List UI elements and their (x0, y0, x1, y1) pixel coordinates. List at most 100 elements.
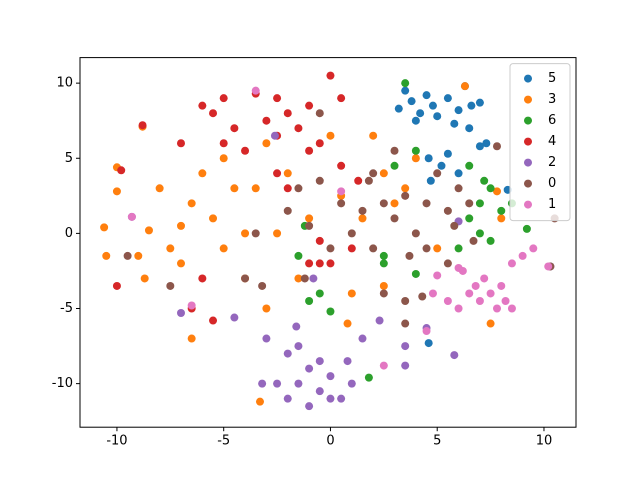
point (369, 169, 378, 178)
legend-label: 6 (548, 113, 556, 128)
point (390, 146, 399, 155)
point (443, 206, 452, 215)
point (492, 187, 501, 196)
point (424, 154, 433, 163)
point (401, 184, 410, 193)
point (358, 334, 367, 343)
point (443, 259, 452, 268)
point (230, 184, 239, 193)
point (358, 206, 367, 215)
point (411, 116, 420, 125)
point (450, 221, 459, 230)
point (315, 176, 324, 185)
point (326, 259, 335, 268)
point (465, 214, 474, 223)
y-tick-label: 5 (65, 151, 73, 166)
point (326, 372, 335, 381)
point (394, 104, 403, 113)
point (422, 91, 431, 100)
point (369, 131, 378, 140)
point (501, 296, 510, 305)
point (379, 169, 388, 178)
legend-marker (524, 95, 532, 104)
point (251, 86, 260, 95)
point (411, 146, 420, 155)
point (305, 364, 314, 373)
point (379, 259, 388, 268)
point (497, 214, 506, 223)
point (401, 79, 410, 88)
point (123, 251, 132, 260)
point (155, 184, 164, 193)
point (315, 387, 324, 396)
x-tick-label: -5 (217, 434, 230, 449)
point (187, 334, 196, 343)
point (369, 244, 378, 253)
point (507, 259, 516, 268)
point (454, 304, 463, 313)
point (305, 101, 314, 110)
point (112, 187, 121, 196)
legend-marker (524, 74, 532, 83)
point (492, 142, 501, 151)
point (292, 322, 301, 331)
point (422, 327, 431, 336)
point (529, 244, 538, 253)
point (465, 161, 474, 170)
point (454, 169, 463, 178)
point (262, 116, 271, 125)
point (187, 301, 196, 310)
point (486, 289, 495, 298)
point (283, 206, 292, 215)
point (305, 221, 314, 230)
point (422, 244, 431, 253)
y-tick-label: -5 (60, 301, 73, 316)
point (401, 86, 410, 95)
point (471, 281, 480, 290)
point (364, 373, 373, 382)
point (127, 212, 136, 221)
point (522, 224, 531, 233)
point (283, 169, 292, 178)
point (258, 281, 267, 290)
point (315, 289, 324, 298)
point (475, 296, 484, 305)
point (219, 244, 228, 253)
point (460, 82, 469, 91)
point (469, 236, 478, 245)
point (315, 357, 324, 366)
point (309, 274, 318, 283)
point (364, 176, 373, 185)
point (450, 119, 459, 128)
legend-box (509, 63, 571, 222)
point (379, 251, 388, 260)
point (507, 304, 516, 313)
point (326, 244, 335, 253)
point (241, 229, 250, 238)
point (337, 161, 346, 170)
legend-marker (524, 179, 532, 188)
point (294, 379, 303, 388)
point (326, 131, 335, 140)
point (144, 226, 153, 235)
point (326, 307, 335, 316)
point (315, 139, 324, 148)
legend-label: 4 (548, 134, 556, 149)
point (251, 229, 260, 238)
point (454, 263, 463, 272)
point (465, 124, 474, 133)
legend-label: 5 (548, 71, 556, 86)
point (326, 394, 335, 403)
point (258, 379, 267, 388)
legend-marker (524, 137, 532, 146)
x-tick-label: 10 (536, 434, 553, 449)
point (379, 289, 388, 298)
plot-frame (79, 57, 577, 428)
point (337, 94, 346, 103)
point (337, 394, 346, 403)
point (497, 281, 506, 290)
point (343, 357, 352, 366)
point (337, 187, 346, 196)
legend-marker (524, 116, 532, 125)
point (176, 139, 185, 148)
